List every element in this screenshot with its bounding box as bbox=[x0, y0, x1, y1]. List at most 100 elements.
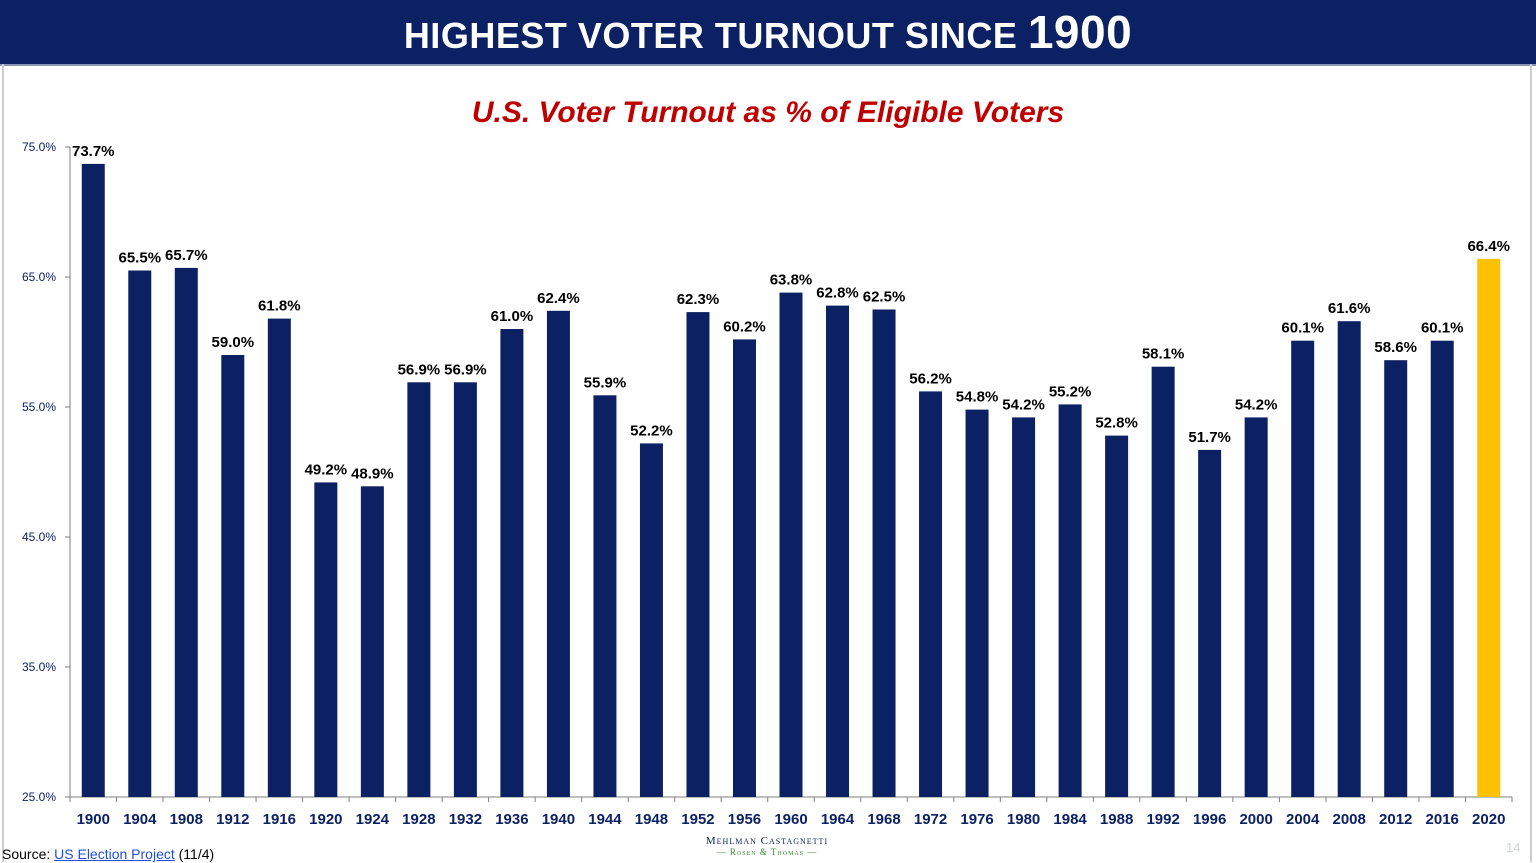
x-tick-label: 1932 bbox=[449, 811, 482, 828]
value-label: 49.2% bbox=[305, 461, 348, 478]
y-tick-label: 25.0% bbox=[22, 790, 56, 804]
value-label: 61.8% bbox=[258, 298, 301, 315]
value-label: 62.8% bbox=[816, 285, 859, 302]
x-tick-label: 1992 bbox=[1146, 811, 1179, 828]
bar-2004 bbox=[1291, 340, 1315, 797]
x-tick-label: 1980 bbox=[1007, 811, 1040, 828]
x-tick-label: 1900 bbox=[77, 811, 110, 828]
source-prefix: Source: bbox=[2, 846, 55, 862]
x-tick-label: 1984 bbox=[1053, 811, 1087, 828]
source-suffix: (11/4) bbox=[174, 846, 215, 862]
x-tick-label: 1920 bbox=[309, 811, 342, 828]
bar-1912 bbox=[221, 355, 245, 797]
x-tick-label: 1996 bbox=[1193, 811, 1226, 828]
bar-1960 bbox=[779, 292, 803, 797]
x-tick-label: 1968 bbox=[867, 811, 900, 828]
y-tick-label: 75.0% bbox=[22, 140, 56, 154]
x-tick-label: 1944 bbox=[588, 811, 622, 828]
source-note: Source: US Election Project (11/4) bbox=[2, 846, 214, 862]
bar-1936 bbox=[500, 329, 524, 797]
value-label: 56.9% bbox=[398, 361, 441, 378]
x-tick-label: 1988 bbox=[1100, 811, 1133, 828]
y-tick-label: 65.0% bbox=[22, 270, 56, 284]
bar-2012 bbox=[1384, 360, 1408, 797]
x-tick-label: 1912 bbox=[216, 811, 249, 828]
value-label: 59.0% bbox=[212, 334, 255, 351]
x-tick-label: 1924 bbox=[356, 811, 390, 828]
value-label: 58.1% bbox=[1142, 346, 1185, 363]
x-tick-label: 1956 bbox=[728, 811, 761, 828]
bar-1900 bbox=[81, 163, 105, 797]
bar-1916 bbox=[267, 318, 291, 797]
value-label: 65.5% bbox=[119, 250, 162, 267]
x-tick-label: 1908 bbox=[170, 811, 203, 828]
bar-1948 bbox=[639, 443, 663, 797]
x-tick-label: 2012 bbox=[1379, 811, 1412, 828]
y-tick-label: 55.0% bbox=[22, 400, 56, 414]
x-tick-label: 2004 bbox=[1286, 811, 1320, 828]
logo-line-2: — Rosen & Thomas — bbox=[716, 847, 818, 857]
firm-logo: Mehlman Castagnetti — Rosen & Thomas — bbox=[700, 835, 834, 857]
x-tick-label: 2000 bbox=[1239, 811, 1272, 828]
x-tick-label: 1936 bbox=[495, 811, 528, 828]
bar-1996 bbox=[1198, 449, 1222, 797]
value-label: 63.8% bbox=[770, 272, 813, 289]
value-label: 65.7% bbox=[165, 247, 208, 264]
value-label: 62.3% bbox=[677, 291, 720, 308]
value-label: 52.2% bbox=[630, 422, 673, 439]
bar-1928 bbox=[407, 382, 431, 797]
value-label: 62.5% bbox=[863, 289, 906, 306]
bar-1968 bbox=[872, 309, 896, 797]
value-label: 62.4% bbox=[537, 290, 580, 307]
bar-1976 bbox=[965, 409, 989, 797]
page-title-year: 1900 bbox=[1027, 6, 1133, 58]
bar-1940 bbox=[546, 310, 570, 797]
bar-1984 bbox=[1058, 404, 1082, 797]
value-label: 48.9% bbox=[351, 465, 394, 482]
bar-2020 bbox=[1477, 258, 1501, 797]
value-label: 60.2% bbox=[723, 318, 766, 335]
value-label: 60.1% bbox=[1281, 320, 1324, 337]
bar-1964 bbox=[826, 305, 850, 797]
value-label: 52.8% bbox=[1095, 415, 1138, 432]
value-label: 54.2% bbox=[1002, 396, 1045, 413]
value-label: 54.8% bbox=[956, 389, 999, 406]
y-tick-label: 35.0% bbox=[22, 660, 56, 674]
x-tick-label: 2016 bbox=[1426, 811, 1459, 828]
value-label: 61.6% bbox=[1328, 300, 1371, 317]
source-link[interactable]: US Election Project bbox=[54, 846, 175, 862]
bar-1952 bbox=[686, 312, 710, 797]
x-tick-label: 1964 bbox=[821, 811, 855, 828]
logo-line-1: Mehlman Castagnetti bbox=[705, 835, 829, 847]
x-tick-label: 1948 bbox=[635, 811, 668, 828]
value-label: 60.1% bbox=[1421, 320, 1464, 337]
bar-1972 bbox=[919, 391, 943, 797]
x-tick-label: 1972 bbox=[914, 811, 947, 828]
value-label: 56.2% bbox=[909, 370, 952, 387]
bar-2008 bbox=[1337, 321, 1361, 797]
value-label: 55.2% bbox=[1049, 383, 1092, 400]
x-tick-label: 1916 bbox=[263, 811, 296, 828]
value-label: 61.0% bbox=[491, 308, 534, 325]
bar-2016 bbox=[1430, 340, 1454, 797]
value-label: 66.4% bbox=[1467, 238, 1510, 255]
page-title: HIGHEST VOTER TURNOUT SINCE 1900 bbox=[404, 5, 1132, 59]
value-label: 58.6% bbox=[1374, 339, 1417, 356]
page-title-text: HIGHEST VOTER TURNOUT SINCE bbox=[403, 15, 1028, 56]
bar-1956 bbox=[732, 339, 756, 797]
value-label: 56.9% bbox=[444, 361, 487, 378]
x-tick-label: 2008 bbox=[1333, 811, 1366, 828]
x-tick-label: 1904 bbox=[123, 811, 157, 828]
value-label: 54.2% bbox=[1235, 396, 1278, 413]
x-tick-label: 1976 bbox=[960, 811, 993, 828]
x-tick-label: 1940 bbox=[542, 811, 575, 828]
bar-1988 bbox=[1105, 435, 1129, 797]
y-tick-label: 45.0% bbox=[22, 530, 56, 544]
bar-1924 bbox=[360, 486, 384, 797]
page-number: 14 bbox=[1506, 840, 1521, 855]
bar-1932 bbox=[453, 382, 477, 797]
bar-1944 bbox=[593, 395, 617, 797]
chart-title: U.S. Voter Turnout as % of Eligible Vote… bbox=[471, 96, 1065, 129]
bar-1920 bbox=[314, 482, 338, 797]
